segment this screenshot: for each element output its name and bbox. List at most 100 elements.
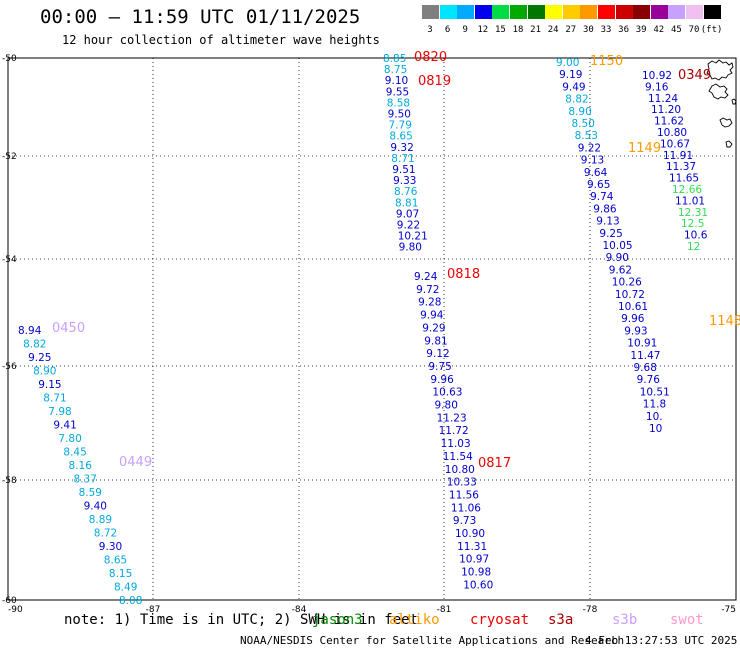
pass-time-label: 0349 — [678, 68, 711, 83]
footer-note: note: 1) Time is in UTC; 2) SWH is in fe… — [64, 612, 419, 628]
wave-height-value: 9.94 — [420, 310, 444, 322]
wave-height-value: 8.50 — [572, 118, 595, 130]
wave-height-value: 11.56 — [449, 489, 479, 501]
wave-height-value: 8.72 — [94, 528, 117, 540]
wave-height-value: 8.75 — [384, 64, 407, 76]
latitude-label: -56 — [2, 362, 17, 372]
wave-height-value: 11.20 — [651, 104, 681, 116]
wave-height-value: 9.73 — [453, 515, 476, 527]
track-altiko-1150-1148: 9.009.199.498.828.908.508.539.229.139.64… — [556, 57, 670, 435]
pass-time-label: 0818 — [447, 267, 480, 282]
wave-height-value: 8.90 — [33, 366, 56, 378]
color-swatch-1 — [422, 5, 439, 19]
map-border — [7, 57, 737, 601]
pass-time-label: 0449 — [119, 455, 152, 470]
wave-height-value: 10.98 — [461, 567, 491, 579]
wave-height-value: 11.23 — [437, 412, 467, 424]
wave-height-value: 10.05 — [603, 240, 633, 252]
latitude-label: -54 — [2, 255, 17, 265]
longitude-label: -87 — [146, 605, 161, 615]
color-swatch-9 — [562, 5, 580, 19]
scale-label: 70 — [688, 25, 700, 35]
wave-height-value: 8.37 — [74, 474, 97, 486]
wave-height-value: 11.65 — [669, 173, 699, 185]
track-cryosat-0820-0819: 8.858.759.109.558.589.507.798.659.328.71… — [383, 53, 428, 254]
track-s3b-0450-0449: 8.94 8.829.25 8.909.15 8.717.98 9.417.80 8.45… — [18, 325, 142, 607]
satellite-cryosat: cryosat — [470, 612, 530, 628]
wave-height-value: 10. — [646, 411, 663, 423]
wave-height-value: 9.72 — [416, 284, 439, 296]
color-swatch-15 — [668, 5, 686, 19]
wave-height-value: 8.94 — [18, 325, 42, 337]
wave-height-value: 8.89 — [89, 514, 112, 526]
wave-height-value: 9.76 — [637, 374, 661, 386]
color-swatch-12 — [615, 5, 633, 19]
wave-height-value: 9.10 — [385, 75, 408, 87]
scale-label: 39 — [635, 25, 647, 35]
wave-height-value: 8.85 — [383, 53, 406, 65]
latitude-label: -50 — [2, 54, 17, 64]
wave-height-value: 9.22 — [578, 142, 601, 154]
pass-time-label: 0450 — [52, 321, 85, 336]
scale-label: (ft) — [700, 25, 723, 35]
wave-height-value: 8.71 — [391, 153, 414, 165]
wave-height-value: 9.25 — [599, 228, 622, 240]
scale-label: 12 — [477, 25, 489, 35]
longitude-label: -78 — [583, 605, 598, 615]
color-swatch-3 — [457, 5, 475, 19]
wave-height-value: 7.79 — [389, 120, 412, 132]
wave-height-value: 9.96 — [621, 313, 645, 325]
wave-height-value: 9.25 — [28, 352, 51, 364]
pass-time-label: 1149 — [628, 141, 661, 156]
wave-height-value: 10.92 — [642, 70, 672, 82]
scale-label: 45 — [670, 25, 682, 35]
wave-height-value: 9.75 — [428, 361, 451, 373]
wave-height-value: 9.29 — [422, 322, 445, 334]
wave-height-value: 11.8 — [643, 399, 666, 411]
wave-height-value: 9.13 — [596, 216, 619, 228]
wave-height-value: 9.12 — [426, 348, 449, 360]
wave-height-value: 9.64 — [584, 167, 608, 179]
wave-height-value: 10.67 — [660, 138, 690, 150]
wave-height-value: 9.65 — [587, 179, 610, 191]
wave-height-value: 12.66 — [672, 184, 702, 196]
wave-height-value: 9.28 — [418, 297, 441, 309]
color-swatch-5 — [492, 5, 510, 19]
longitude-label: -84 — [292, 605, 307, 615]
wave-height-value: 8.53 — [575, 130, 598, 142]
wave-height-value: 11.62 — [654, 116, 684, 128]
wave-height-value: 8.81 — [395, 197, 418, 209]
track-s3a-0349: 10.929.1611.2411.2011.6210.8010.6711.911… — [642, 70, 708, 253]
wave-height-value: 9.55 — [386, 86, 409, 98]
scale-label: 30 — [582, 25, 594, 35]
wave-height-value: 8.76 — [394, 186, 418, 198]
wave-height-value: 9.24 — [414, 271, 438, 283]
wave-height-value: 9.13 — [581, 155, 604, 167]
color-swatch-11 — [598, 5, 615, 19]
scale-label: 33 — [600, 25, 612, 35]
wave-height-value: 10.60 — [463, 579, 493, 591]
wave-height-value: 9.40 — [84, 501, 107, 513]
wave-height-value: 11.72 — [439, 425, 469, 437]
wave-height-value: 9.93 — [624, 325, 647, 337]
wave-height-value: 11.47 — [630, 350, 660, 362]
wave-height-value: 9.51 — [392, 164, 415, 176]
wave-height-value: 8.59 — [79, 487, 102, 499]
wave-height-value: 9.16 — [645, 81, 669, 93]
wave-height-value: 8.08 — [119, 595, 142, 607]
satellite-altiko: altiko — [389, 612, 440, 628]
wave-height-value: 10.6 — [684, 230, 708, 242]
wave-height-value: 8.58 — [387, 97, 410, 109]
wave-height-value: 7.80 — [58, 433, 81, 445]
pass-time-label: 0819 — [418, 74, 451, 89]
wave-height-value: 11.31 — [457, 541, 487, 553]
wave-height-value: 8.82 — [565, 94, 588, 106]
satellite-swot: swot — [670, 612, 704, 628]
wave-height-value: 9.86 — [593, 203, 617, 215]
color-swatch-2 — [439, 5, 457, 19]
wave-height-value: 7.98 — [48, 406, 71, 418]
wave-height-value: 11.37 — [666, 161, 696, 173]
wave-height-value: 10.97 — [459, 554, 489, 566]
wave-height-value: 9.49 — [562, 81, 585, 93]
